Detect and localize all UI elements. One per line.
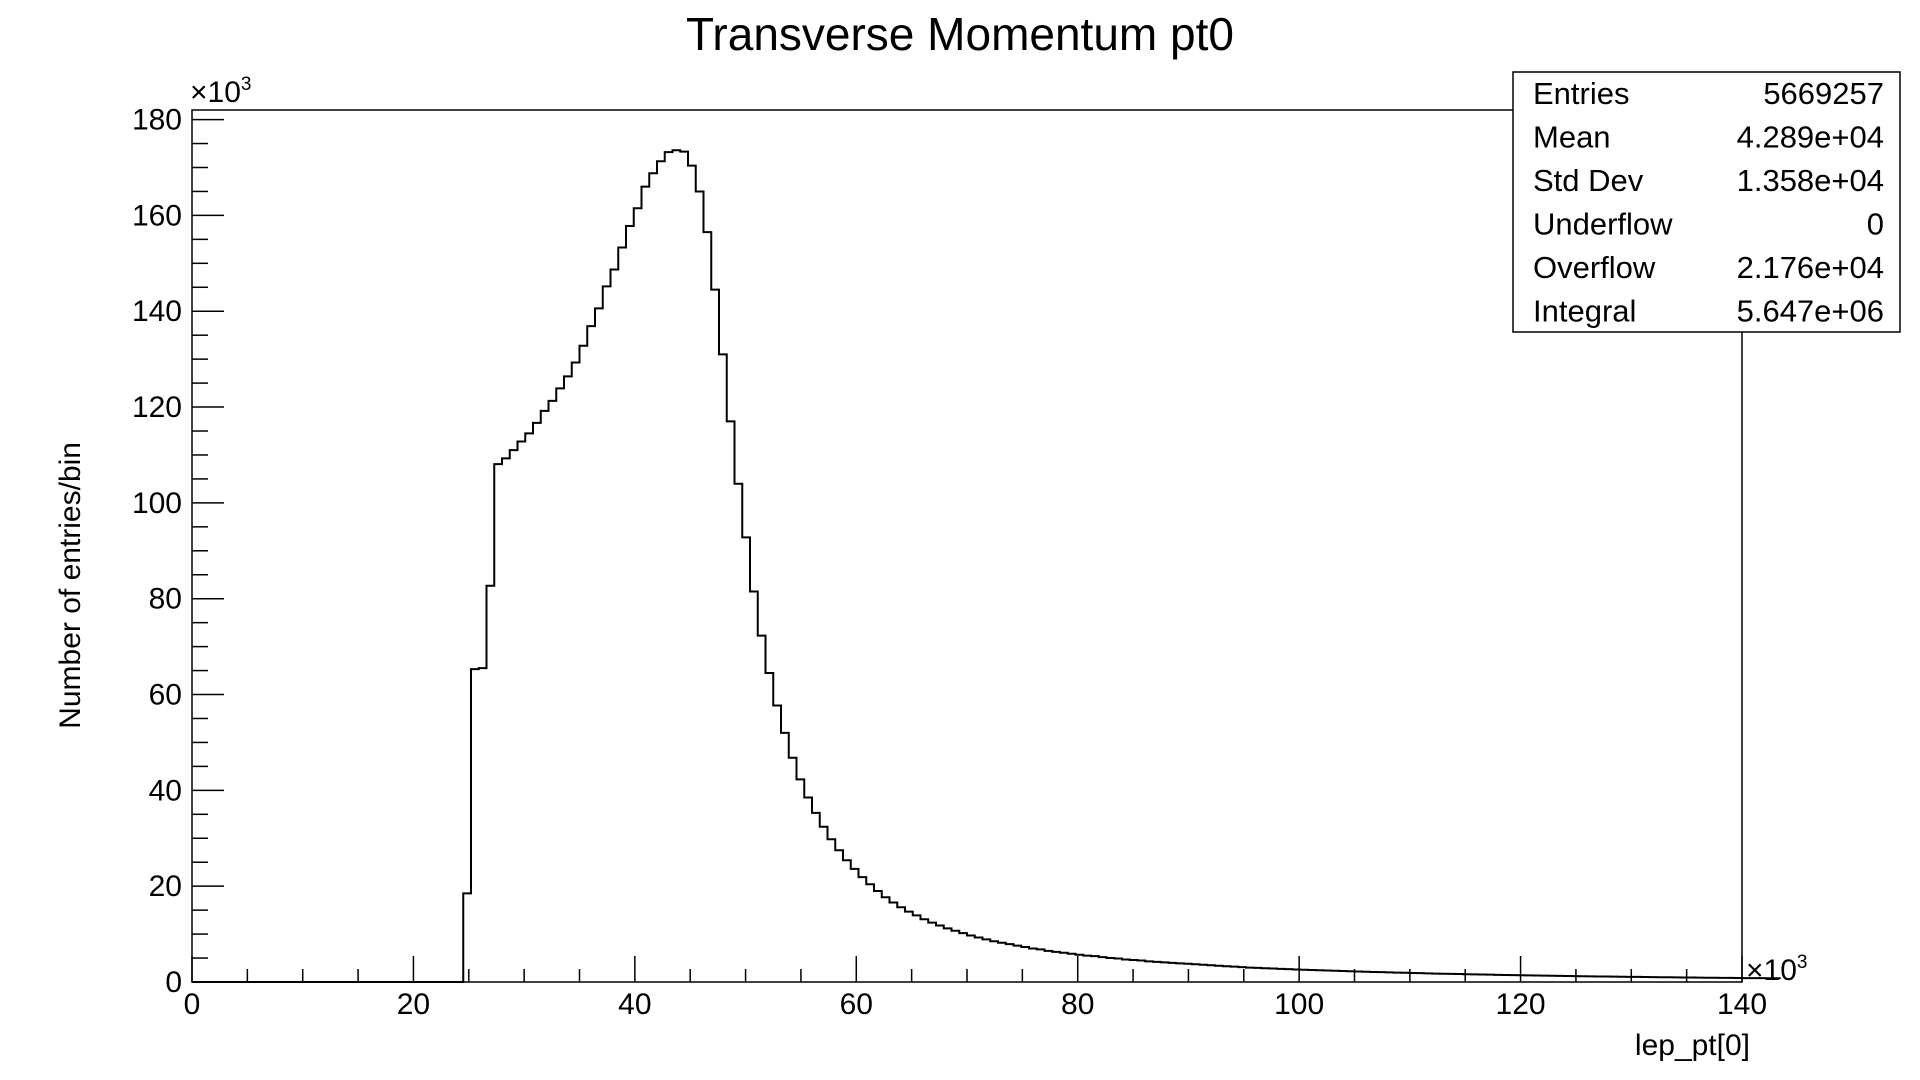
y-tick-label: 100 <box>132 487 182 520</box>
stats-value: 5.647e+06 <box>1737 294 1884 329</box>
stats-label: Std Dev <box>1533 163 1644 198</box>
y-tick-label: 120 <box>132 391 182 424</box>
y-tick-label: 0 <box>165 966 182 999</box>
stats-value: 4.289e+04 <box>1737 120 1884 155</box>
stats-box: Entries 5669257 Mean 4.289e+04 Std Dev 1.358e… <box>1512 71 1901 333</box>
y-axis-multiplier: ×103 <box>190 74 251 109</box>
y-tick-label: 80 <box>149 583 182 616</box>
stats-label: Entries <box>1533 76 1629 111</box>
stats-label: Mean <box>1533 120 1611 155</box>
stats-value: 0 <box>1867 207 1884 242</box>
x-axis: 0 20 40 60 80 100 120 140 <box>184 956 1767 1021</box>
stats-value: 2.176e+04 <box>1737 250 1884 285</box>
y-tick-label: 40 <box>149 774 182 807</box>
y-tick-label: 160 <box>132 199 182 232</box>
stats-box-frame <box>1512 71 1901 333</box>
histogram-series-line <box>192 149 1781 983</box>
x-tick-label: 60 <box>840 988 873 1021</box>
y-tick-label: 20 <box>149 870 182 903</box>
stats-value: 1.358e+04 <box>1737 163 1884 198</box>
y-tick-label: 60 <box>149 679 182 712</box>
y-axis: 0 20 40 60 80 100 120 140 160 180 <box>132 104 224 999</box>
stats-value: 5669257 <box>1763 76 1884 111</box>
y-tick-label: 180 <box>132 104 182 137</box>
stats-label: Underflow <box>1533 207 1673 242</box>
x-tick-label: 20 <box>397 988 430 1021</box>
x-tick-label: 140 <box>1717 988 1767 1021</box>
x-tick-label: 100 <box>1274 988 1324 1021</box>
stats-label: Overflow <box>1533 250 1656 285</box>
x-axis-multiplier: ×103 <box>1746 952 1807 987</box>
x-axis-label: lep_pt[0] <box>1635 1029 1750 1062</box>
y-axis-label: Number of entries/bin <box>54 442 87 729</box>
x-tick-label: 40 <box>618 988 651 1021</box>
x-tick-label: 80 <box>1061 988 1094 1021</box>
y-tick-label: 140 <box>132 295 182 328</box>
stats-label: Integral <box>1533 294 1636 329</box>
chart-title: Transverse Momentum pt0 <box>686 8 1234 60</box>
stats-rows: Entries 5669257 Mean 4.289e+04 Std Dev 1.358e… <box>1533 76 1884 329</box>
x-tick-label: 0 <box>184 988 201 1021</box>
x-tick-label: 120 <box>1496 988 1546 1021</box>
plot-frame <box>191 109 1743 983</box>
